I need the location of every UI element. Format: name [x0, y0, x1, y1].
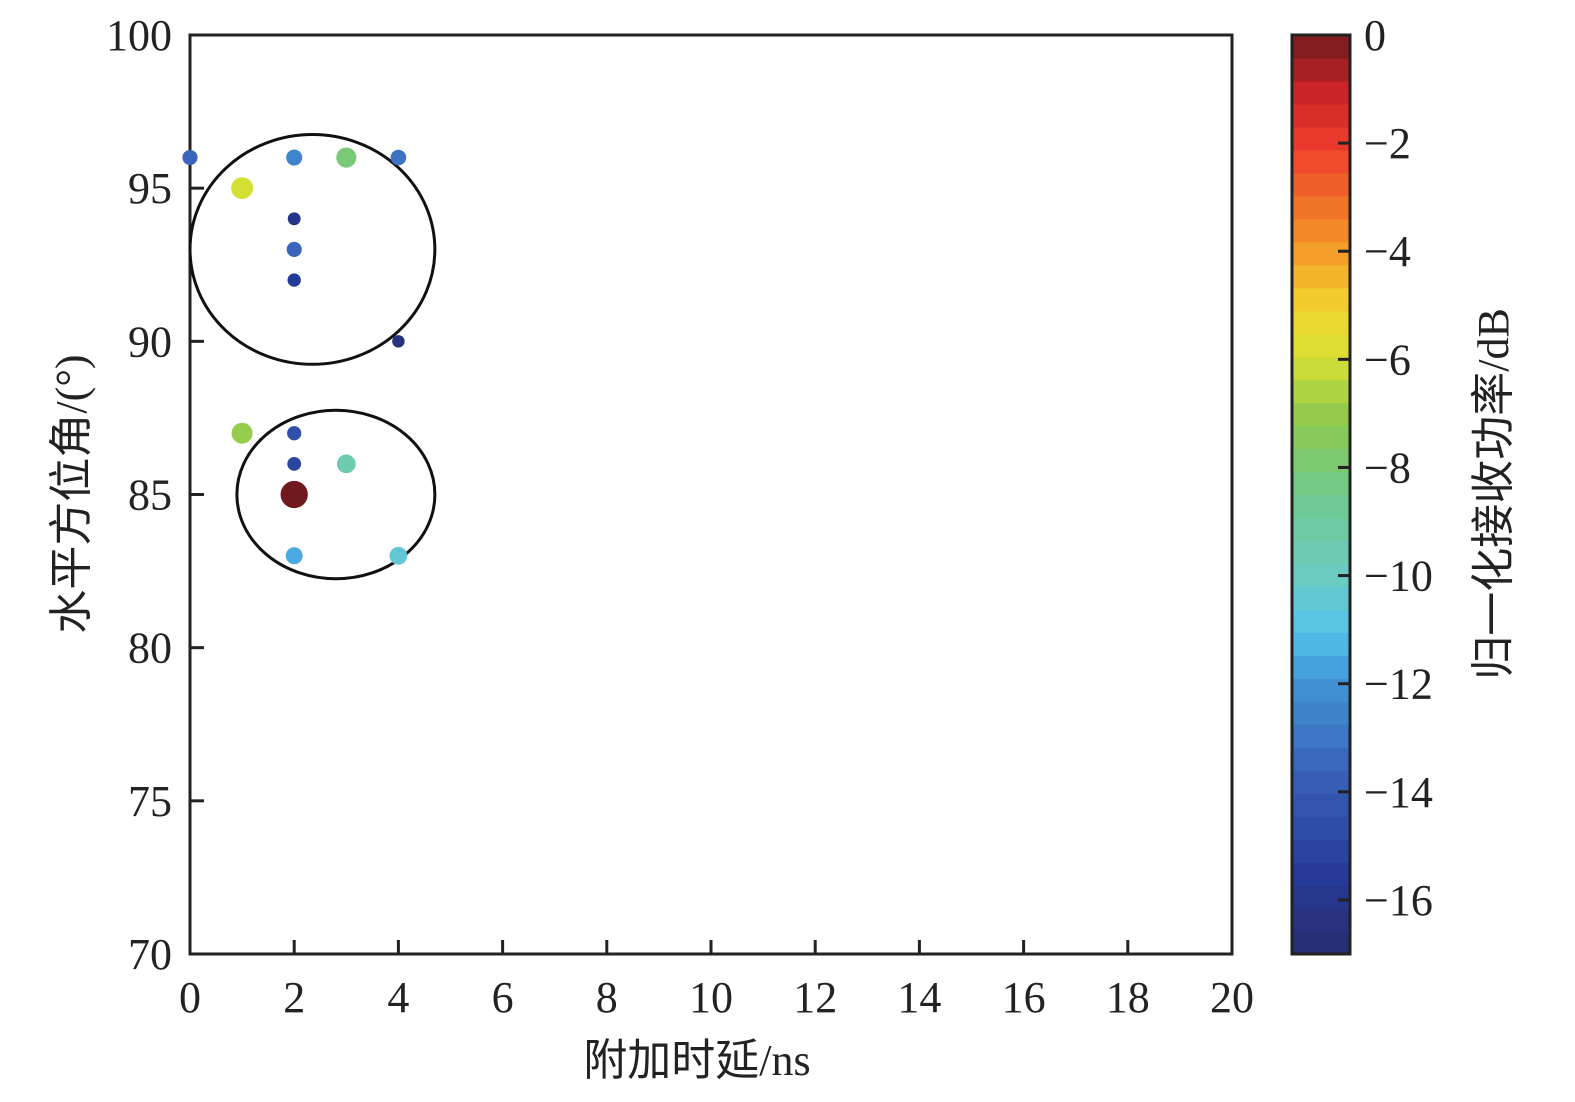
- data-point: [182, 149, 198, 166]
- data-point: [286, 241, 302, 258]
- colorbar-tick-label: −6: [1364, 335, 1411, 384]
- colorbar-band: [1292, 264, 1350, 289]
- colorbar-band: [1292, 287, 1350, 312]
- colorbar-band: [1292, 724, 1350, 748]
- colorbar-band: [1292, 425, 1350, 450]
- plot-area-frame: [188, 33, 1234, 956]
- colorbar-band: [1292, 885, 1350, 909]
- data-point: [285, 547, 303, 565]
- data-point: [336, 147, 357, 168]
- colorbar-tick-label: −14: [1364, 768, 1433, 817]
- colorbar-band: [1292, 839, 1350, 863]
- colorbar-band: [1292, 494, 1350, 519]
- colorbar-band: [1292, 655, 1350, 679]
- colorbar-band: [1292, 770, 1350, 794]
- colorbar-band: [1292, 126, 1350, 151]
- colorbar-band: [1292, 195, 1350, 220]
- colorbar-band: [1292, 862, 1350, 886]
- annotation-ellipse: [188, 133, 437, 366]
- x-axis-title: 附加时延/ns: [583, 1036, 810, 1085]
- data-point: [287, 456, 302, 471]
- colorbar-band: [1292, 632, 1350, 656]
- x-tick-label: 14: [897, 973, 941, 1022]
- colorbar-band: [1292, 241, 1350, 266]
- data-point: [390, 149, 407, 166]
- colorbar-band: [1292, 333, 1350, 358]
- data-point: [287, 273, 301, 287]
- colorbar-frame: [1290, 33, 1352, 956]
- colorbar-band: [1292, 586, 1350, 610]
- y-tick-label: 95: [128, 164, 172, 213]
- colorbar-tick-label: −10: [1364, 552, 1433, 601]
- data-point: [336, 454, 356, 474]
- colorbar-band: [1292, 609, 1350, 633]
- colorbar-band: [1292, 356, 1350, 381]
- colorbar-band: [1292, 218, 1350, 243]
- x-tick-label: 18: [1106, 973, 1150, 1022]
- colorbar-tick-label: −12: [1364, 660, 1433, 709]
- y-tick-label: 75: [128, 777, 172, 826]
- colorbar-band: [1292, 908, 1350, 932]
- colorbar-band: [1292, 747, 1350, 771]
- colorbar-band: [1292, 701, 1350, 725]
- colorbar-band: [1292, 172, 1350, 197]
- x-axis-ticks: 0 2 4 6 8 10 12 14 16 18 20: [179, 940, 1254, 1022]
- x-tick-label: 6: [492, 973, 514, 1022]
- y-tick-label: 80: [128, 624, 172, 673]
- colorbar-gradient: [1292, 35, 1350, 955]
- annotation-ellipse: [235, 408, 437, 581]
- annotation-ellipses: [188, 133, 437, 581]
- colorbar-band: [1292, 57, 1350, 82]
- data-point: [280, 480, 308, 509]
- x-tick-label: 8: [596, 973, 618, 1022]
- colorbar-band: [1292, 931, 1350, 955]
- colorbar-tick-label: −8: [1364, 443, 1411, 492]
- y-tick-label: 85: [128, 471, 172, 520]
- colorbar-ticks: 0 −2 −4 −6 −8 −10 −12 −14 −16: [1338, 11, 1433, 925]
- data-point: [287, 426, 302, 441]
- data-point: [392, 335, 405, 348]
- x-tick-label: 16: [1002, 973, 1046, 1022]
- colorbar-band: [1292, 563, 1350, 587]
- colorbar-band: [1292, 149, 1350, 174]
- x-tick-label: 0: [179, 973, 201, 1022]
- colorbar-tick-label: 0: [1364, 11, 1386, 60]
- colorbar-band: [1292, 379, 1350, 404]
- x-tick-label: 10: [689, 973, 733, 1022]
- colorbar-band: [1292, 35, 1350, 59]
- data-points: [182, 147, 408, 565]
- colorbar-band: [1292, 816, 1350, 840]
- data-point: [389, 546, 408, 565]
- data-point: [231, 177, 254, 200]
- colorbar-tick-label: −4: [1364, 227, 1411, 276]
- colorbar-title: 归一化接收功率/dB: [1469, 308, 1518, 680]
- data-point: [286, 149, 303, 166]
- colorbar-band: [1292, 540, 1350, 565]
- colorbar-band: [1292, 793, 1350, 817]
- colorbar-tick-label: −16: [1364, 876, 1433, 925]
- x-tick-label: 12: [793, 973, 837, 1022]
- x-tick-label: 20: [1210, 973, 1254, 1022]
- colorbar-band: [1292, 103, 1350, 128]
- colorbar-band: [1292, 517, 1350, 542]
- x-tick-label: 4: [387, 973, 409, 1022]
- y-tick-label: 100: [106, 11, 172, 60]
- y-tick-label: 70: [128, 930, 172, 979]
- data-point: [287, 212, 301, 226]
- data-point: [231, 422, 253, 444]
- colorbar-band: [1292, 471, 1350, 496]
- colorbar-band: [1292, 310, 1350, 335]
- x-tick-label: 2: [283, 973, 305, 1022]
- y-tick-label: 90: [128, 317, 172, 366]
- colorbar-band: [1292, 80, 1350, 105]
- colorbar-tick-label: −2: [1364, 119, 1411, 168]
- y-axis-ticks: 70 75 80 85 90 95 100: [106, 11, 204, 979]
- colorbar-band: [1292, 678, 1350, 702]
- y-axis-title: 水平方位角/(°): [47, 354, 96, 633]
- colorbar-band: [1292, 402, 1350, 427]
- colorbar-band: [1292, 448, 1350, 473]
